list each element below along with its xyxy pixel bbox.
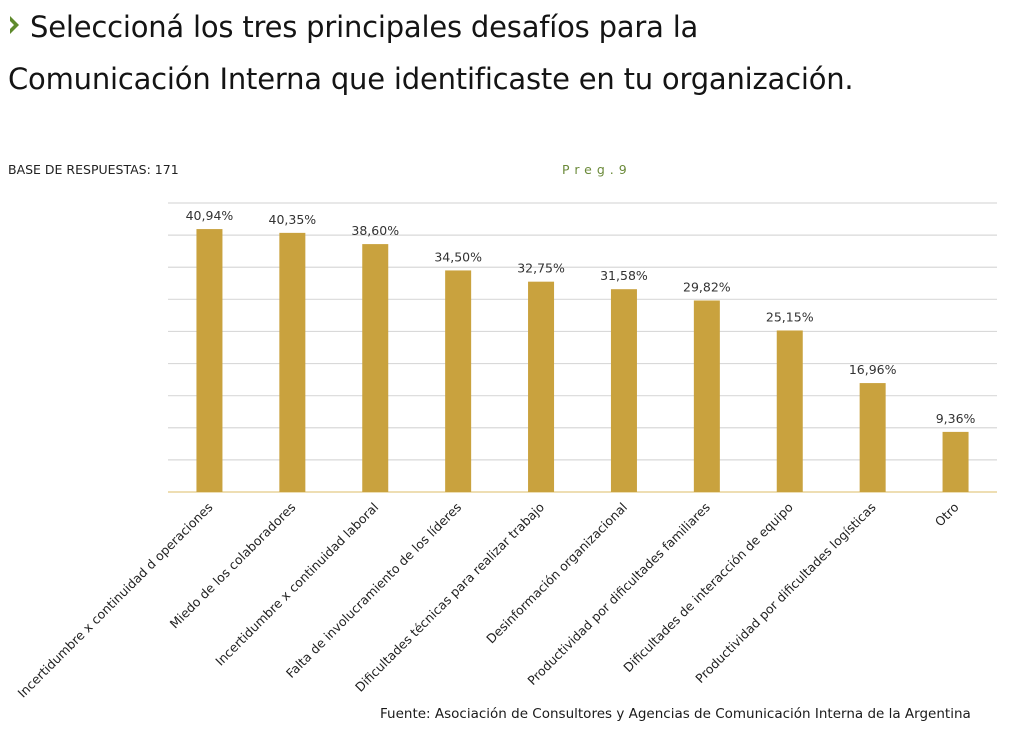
value-label: 16,96% xyxy=(849,362,897,377)
category-label: Dificultades de interacción de equipo xyxy=(620,500,796,676)
value-label: 9,36% xyxy=(936,411,976,426)
bar xyxy=(693,300,720,492)
question-tag: Preg.9 xyxy=(562,162,632,177)
bar xyxy=(776,330,803,492)
category-labels: Incertidumbre x continuidad d operacione… xyxy=(15,500,962,701)
bar xyxy=(610,289,637,492)
bar xyxy=(859,383,886,492)
chart-title-line-2: Comunicación Interna que identificaste e… xyxy=(8,60,854,98)
category-label: Incertidumbre x continuidad d operacione… xyxy=(15,500,216,701)
category-label: Dificultades técnicas para realizar trab… xyxy=(352,500,547,695)
bars xyxy=(196,229,969,492)
category-label: Otro xyxy=(932,500,962,530)
category-label: Incertidumbre x continuidad laboral xyxy=(212,500,381,669)
value-label: 31,58% xyxy=(600,268,648,283)
value-label: 40,94% xyxy=(186,208,234,223)
bar xyxy=(445,270,472,492)
value-label: 38,60% xyxy=(351,223,399,238)
source-note: Fuente: Asociación de Consultores y Agen… xyxy=(380,706,971,722)
value-labels: 40,94% 40,35% 38,60% 34,50% 32,75% 31,58% 29,8… xyxy=(186,208,976,426)
chevron-right-icon xyxy=(8,7,30,45)
chart-title-line-1: Seleccioná los tres principales desafíos… xyxy=(8,8,698,46)
bar xyxy=(362,244,389,492)
value-label: 40,35% xyxy=(269,212,317,227)
value-label: 29,82% xyxy=(683,279,731,294)
title-text-1: Seleccioná los tres principales desafíos… xyxy=(30,10,699,44)
category-label: Productividad por dificultades familiare… xyxy=(524,500,713,689)
category-label: Desinformación organizacional xyxy=(483,500,630,647)
value-label: 25,15% xyxy=(766,309,814,324)
title-text-2: Comunicación Interna que identificaste e… xyxy=(8,62,854,96)
value-label: 32,75% xyxy=(517,261,565,276)
bar xyxy=(196,229,223,492)
bar xyxy=(279,232,306,492)
base-respuestas-label: BASE DE RESPUESTAS: 171 xyxy=(8,162,179,177)
bar xyxy=(528,281,555,492)
category-label: Falta de involucramiento de los líderes xyxy=(283,500,464,681)
category-label: Productividad por dificultades logística… xyxy=(692,500,878,686)
bar xyxy=(942,431,969,492)
gridlines xyxy=(168,202,997,493)
value-label: 34,50% xyxy=(434,249,482,264)
